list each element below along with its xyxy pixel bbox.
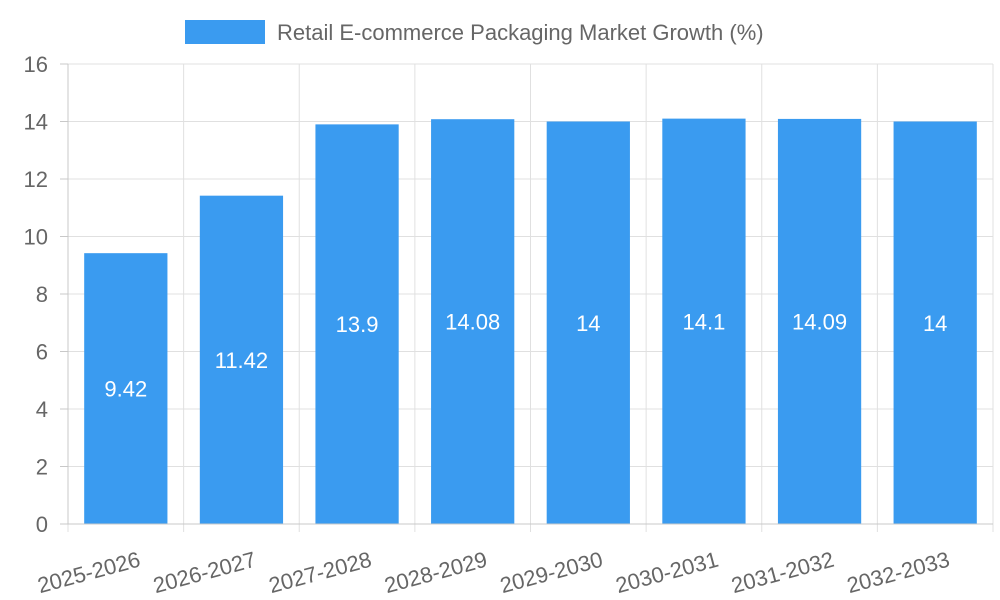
y-tick-label: 4	[36, 397, 48, 422]
y-axis-ticks: 0 2 4 6 8 10 12 14 16	[24, 52, 68, 537]
bar-value-label: 14.08	[445, 310, 500, 335]
y-tick-label: 8	[36, 282, 48, 307]
bar[interactable]	[893, 121, 977, 525]
bar-value-label: 14	[923, 311, 947, 336]
axes	[60, 64, 993, 525]
y-tick-label: 6	[36, 340, 48, 365]
legend-swatch	[185, 20, 265, 44]
y-tick-label: 10	[24, 225, 48, 250]
bar[interactable]	[199, 195, 284, 525]
bar[interactable]	[777, 118, 862, 524]
x-tick-label: 2030-2031	[613, 547, 721, 598]
y-tick-label: 12	[24, 167, 48, 192]
x-tick-label: 2025-2026	[35, 547, 143, 598]
legend[interactable]: Retail E-commerce Packaging Market Growt…	[185, 20, 764, 45]
bar-value-label: 14	[576, 311, 600, 336]
bar-value-label: 14.1	[683, 309, 726, 334]
y-tick-label: 0	[36, 512, 48, 537]
y-tick-label: 14	[24, 110, 48, 135]
bar-value-label: 9.42	[104, 377, 147, 402]
x-tick-label: 2032-2033	[844, 547, 952, 598]
x-tick-label: 2027-2028	[266, 547, 374, 598]
bar-value-label: 14.09	[792, 309, 847, 334]
bar-value-label: 13.9	[336, 312, 379, 337]
data-labels: 9.42 11.42 13.9 14.08 14 14.1 14.09 14	[104, 309, 947, 401]
bar[interactable]	[84, 253, 168, 525]
x-axis-ticks: 2025-2026 2026-2027 2027-2028 2028-2029 2029…	[35, 547, 952, 598]
x-tick-label: 2031-2032	[729, 547, 837, 598]
x-tick-label: 2028-2029	[382, 547, 490, 598]
legend-label: Retail E-commerce Packaging Market Growt…	[277, 20, 764, 45]
x-tick-label: 2029-2030	[497, 547, 605, 598]
bar[interactable]	[315, 124, 399, 524]
bar[interactable]	[662, 118, 746, 524]
y-tick-label: 2	[36, 455, 48, 480]
bar[interactable]	[546, 121, 630, 525]
bar-value-label: 11.42	[215, 348, 268, 373]
bars	[84, 118, 977, 525]
x-tick-label: 2026-2027	[150, 547, 258, 598]
bar[interactable]	[431, 119, 515, 524]
y-tick-label: 16	[24, 52, 48, 77]
